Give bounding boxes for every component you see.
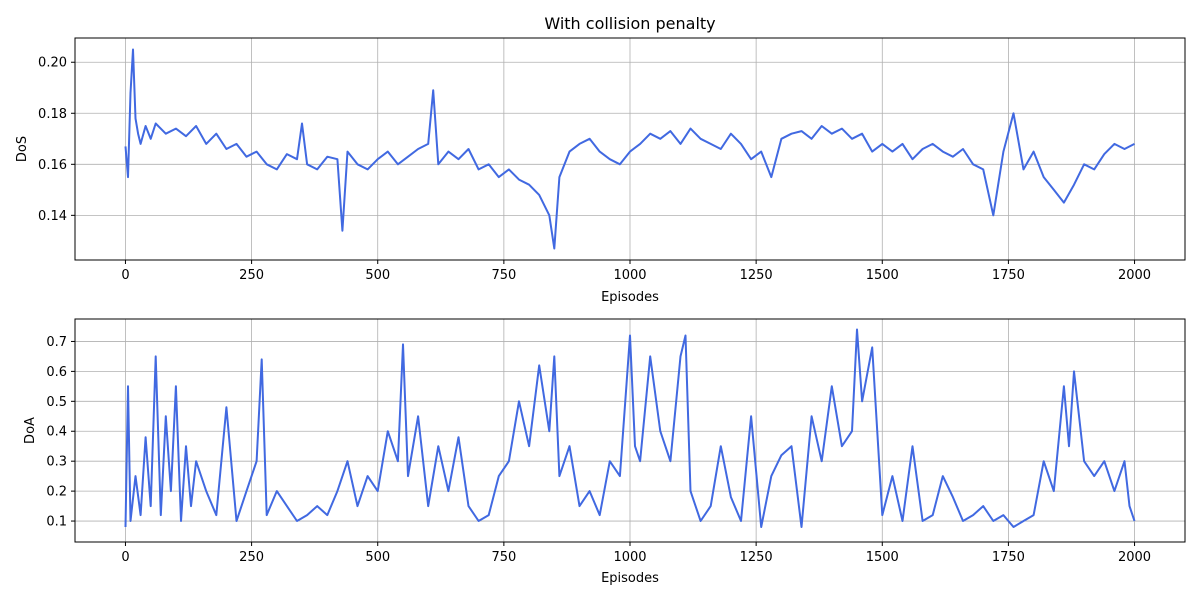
dos-xtick-label-6: 1500 xyxy=(866,268,899,283)
doa-xlabel: Episodes xyxy=(601,571,659,586)
doa-xtick-label-7: 1750 xyxy=(992,550,1025,565)
doa-xtick-label-0: 0 xyxy=(121,550,129,565)
dos-xtick-label-0: 0 xyxy=(121,268,129,283)
doa-ytick-label-3: 0.4 xyxy=(46,425,67,440)
dos-xtick-label-5: 1250 xyxy=(740,268,773,283)
doa-xtick-label-6: 1500 xyxy=(866,550,899,565)
doa-xtick-label-8: 2000 xyxy=(1118,550,1151,565)
dos-xtick-label-8: 2000 xyxy=(1118,268,1151,283)
doa-xtick-label-2: 500 xyxy=(365,550,390,565)
dos-subplot: 0 250 500 750 1000 1250 1500 1750 2000 0.14 0.16 0.… xyxy=(15,37,1186,305)
doa-ytick-label-4: 0.5 xyxy=(46,395,67,410)
dos-ytick-label-0: 0.14 xyxy=(38,209,67,224)
dos-xtick-label-2: 500 xyxy=(365,268,390,283)
doa-xtick-label-1: 250 xyxy=(239,550,264,565)
doa-ytick-label-6: 0.7 xyxy=(46,335,67,350)
dos-ytick-label-1: 0.16 xyxy=(38,158,67,173)
dos-ytick-label-2: 0.18 xyxy=(38,107,67,122)
dos-xtick-label-1: 250 xyxy=(239,268,264,283)
doa-ytick-label-5: 0.6 xyxy=(46,365,67,380)
doa-xtick-label-5: 1250 xyxy=(740,550,773,565)
doa-xtick-label-4: 1000 xyxy=(613,550,646,565)
dos-ylabel: DoS xyxy=(15,136,30,162)
dos-series-line-0 xyxy=(124,48,1135,250)
doa-ylabel: DoA xyxy=(23,417,38,444)
doa-series-line-0 xyxy=(124,328,1136,528)
chart-title: With collision penalty xyxy=(544,14,715,33)
dos-xtick-label-3: 750 xyxy=(491,268,516,283)
dos-xtick-label-4: 1000 xyxy=(613,268,646,283)
doa-xtick-label-3: 750 xyxy=(491,550,516,565)
dos-xtick-label-7: 1750 xyxy=(992,268,1025,283)
doa-subplot: 0 250 500 750 1000 1250 1500 1750 2000 0.1 0.2 0.3 0… xyxy=(23,318,1186,586)
doa-ytick-label-0: 0.1 xyxy=(46,515,67,530)
doa-ytick-label-2: 0.3 xyxy=(46,455,67,470)
dos-ytick-label-3: 0.20 xyxy=(38,56,67,71)
dos-xlabel: Episodes xyxy=(601,290,659,305)
doa-ytick-label-1: 0.2 xyxy=(46,485,67,500)
